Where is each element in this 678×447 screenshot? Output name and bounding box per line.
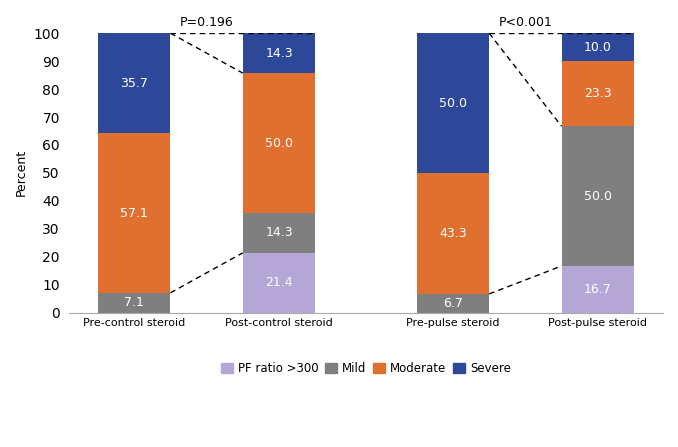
Text: 6.7: 6.7: [443, 297, 463, 310]
Y-axis label: Percent: Percent: [15, 149, 28, 197]
Legend: PF ratio >300, Mild, Moderate, Severe: PF ratio >300, Mild, Moderate, Severe: [216, 357, 515, 380]
Bar: [417, 33, 489, 173]
Text: 16.7: 16.7: [584, 283, 612, 296]
Bar: [243, 213, 315, 253]
Bar: [561, 33, 634, 61]
Bar: [561, 126, 634, 266]
Bar: [98, 34, 170, 133]
Text: 23.3: 23.3: [584, 87, 612, 100]
Bar: [561, 266, 634, 312]
Bar: [417, 173, 489, 294]
Text: 10.0: 10.0: [584, 41, 612, 54]
Text: 57.1: 57.1: [120, 207, 148, 219]
Bar: [98, 133, 170, 293]
Text: 35.7: 35.7: [120, 77, 148, 90]
Bar: [243, 73, 315, 213]
Bar: [417, 294, 489, 312]
Text: 14.3: 14.3: [265, 46, 293, 59]
Bar: [98, 293, 170, 312]
Text: 50.0: 50.0: [439, 97, 467, 110]
Text: 21.4: 21.4: [265, 276, 293, 289]
Text: P=0.196: P=0.196: [180, 16, 233, 29]
Text: 7.1: 7.1: [124, 296, 144, 309]
Bar: [243, 253, 315, 312]
Text: 50.0: 50.0: [584, 190, 612, 202]
Text: 14.3: 14.3: [265, 226, 293, 239]
Bar: [561, 61, 634, 126]
Text: P<0.001: P<0.001: [498, 16, 553, 29]
Bar: [243, 33, 315, 73]
Text: 43.3: 43.3: [439, 227, 466, 240]
Text: 50.0: 50.0: [265, 136, 293, 149]
